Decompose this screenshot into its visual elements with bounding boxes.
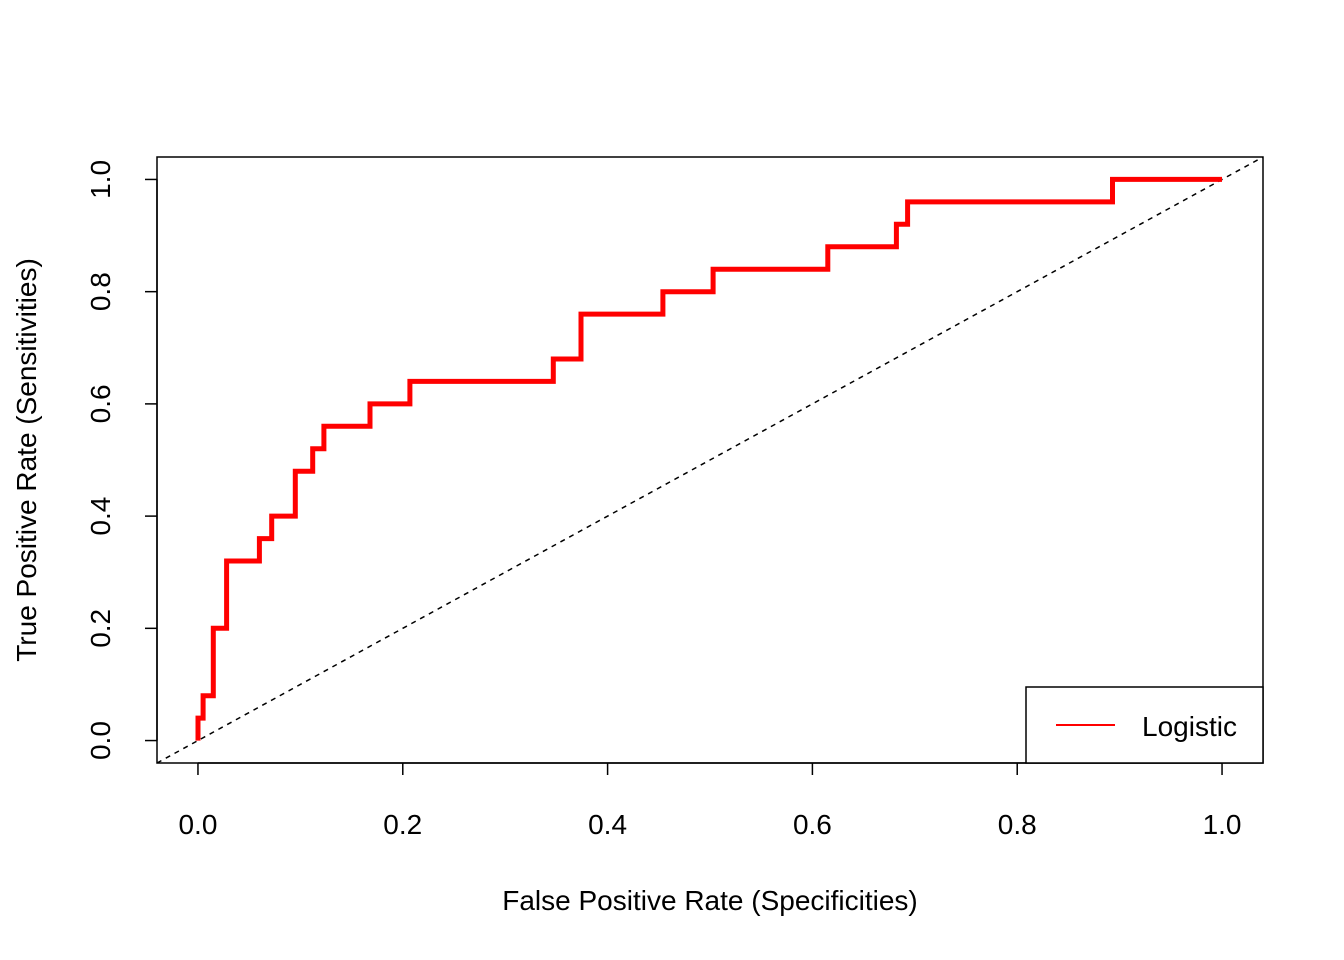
y-tick-label: 0.4 xyxy=(85,497,116,536)
x-axis-label: False Positive Rate (Specificities) xyxy=(502,885,917,916)
x-tick-label: 0.0 xyxy=(178,809,217,840)
y-axis: 0.0 0.2 0.4 0.6 0.8 1.0 xyxy=(85,160,158,760)
series-layer xyxy=(195,176,1222,741)
legend-label-logistic: Logistic xyxy=(1142,711,1237,742)
y-tick-label: 0.6 xyxy=(85,384,116,423)
x-tick-label: 1.0 xyxy=(1203,809,1242,840)
y-tick-label: 0.0 xyxy=(85,721,116,760)
x-tick-label: 0.4 xyxy=(588,809,627,840)
y-tick-label: 1.0 xyxy=(85,160,116,199)
legend: Logistic xyxy=(1025,686,1264,764)
reference-line-layer xyxy=(156,156,1264,764)
reference-diagonal-line xyxy=(156,156,1264,764)
x-tick-label: 0.2 xyxy=(383,809,422,840)
roc-curve-logistic xyxy=(195,176,1222,741)
y-tick-label: 0.2 xyxy=(85,609,116,648)
y-axis-label: True Positive Rate (Sensitivities) xyxy=(11,258,42,662)
x-tick-label: 0.8 xyxy=(998,809,1037,840)
y-tick-label: 0.8 xyxy=(85,272,116,311)
x-tick-label: 0.6 xyxy=(793,809,832,840)
x-axis: 0.0 0.2 0.4 0.6 0.8 1.0 xyxy=(178,762,1242,840)
